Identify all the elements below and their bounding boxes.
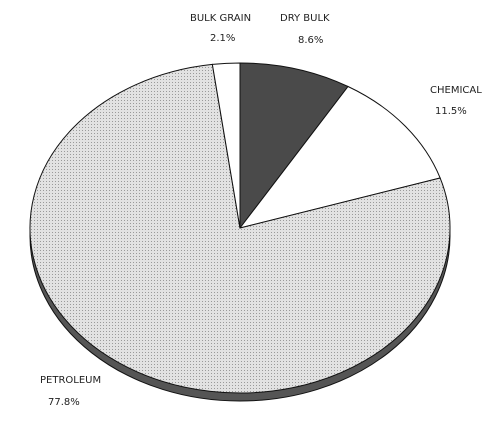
slice-label: CHEMICAL (430, 85, 482, 96)
slice-value-label: 2.1% (210, 33, 235, 44)
slice-label: PETROLEUM (40, 375, 101, 386)
slice-label: DRY BULK (280, 13, 330, 24)
pie-slice (211, 62, 241, 229)
pie-slice (239, 62, 349, 230)
slice-value-label: 8.6% (298, 35, 323, 46)
pie-slice (29, 63, 451, 394)
slice-value-label: 11.5% (435, 106, 467, 117)
slice-value-label: 77.8% (48, 397, 80, 408)
slice-label: BULK GRAIN (190, 13, 251, 24)
pie-slice (238, 85, 441, 229)
